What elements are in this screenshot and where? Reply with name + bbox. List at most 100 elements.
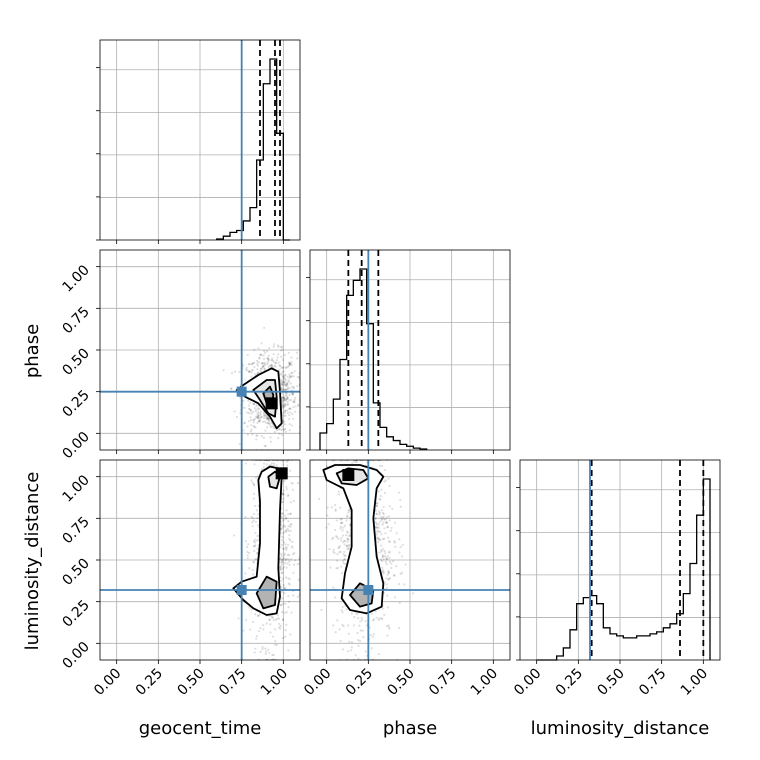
scatter-point-1-466 xyxy=(262,465,265,469)
scatter-point-0-734 xyxy=(282,375,285,378)
scatter-point-1-100 xyxy=(279,557,282,560)
scatter-point-2-505 xyxy=(384,479,387,482)
scatter-point-2-45 xyxy=(347,650,350,653)
scatter-point-0-520 xyxy=(283,423,287,426)
scatter-point-0-830 xyxy=(286,396,289,399)
scatter-point-0-789 xyxy=(267,417,270,420)
ytick-label-phase-0: 0.00 xyxy=(59,429,92,462)
scatter-point-0-21 xyxy=(264,429,267,432)
scatter-point-1-477 xyxy=(284,558,287,561)
scatter-point-2-441 xyxy=(380,509,383,512)
scatter-point-0-815 xyxy=(286,388,289,391)
scatter-point-2-150 xyxy=(381,464,384,468)
scatter-point-0-720 xyxy=(249,430,252,433)
scatter-point-0-240 xyxy=(249,408,252,412)
scatter-point-1-298 xyxy=(284,530,287,534)
scatter-point-0-532 xyxy=(284,404,287,408)
scatter-point-0-418 xyxy=(233,410,236,413)
scatter-point-2-831 xyxy=(384,532,387,535)
scatter-point-1-490 xyxy=(279,627,282,630)
scatter-point-0-439 xyxy=(260,367,263,370)
scatter-point-2-240 xyxy=(332,548,335,551)
scatter-point-2-246 xyxy=(346,514,349,517)
scatter-point-2-299 xyxy=(393,540,396,543)
scatter-point-1-721 xyxy=(285,548,288,551)
scatter-point-0-578 xyxy=(264,413,267,416)
scatter-point-0-559 xyxy=(247,363,250,366)
scatter-point-1-158 xyxy=(281,618,285,621)
scatter-point-1-24 xyxy=(287,606,290,609)
scatter-point-2-584 xyxy=(342,553,345,556)
scatter-point-1-560 xyxy=(271,616,275,619)
scatter-point-2-398 xyxy=(411,592,414,595)
scatter-point-0-636 xyxy=(247,370,251,373)
scatter-point-2-897 xyxy=(339,539,343,542)
scatter-point-2-794 xyxy=(378,511,382,515)
ytick-label-phase-2: 0.50 xyxy=(59,346,92,379)
scatter-point-2-127 xyxy=(360,618,364,621)
scatter-point-2-827 xyxy=(343,543,346,546)
scatter-point-2-670 xyxy=(375,522,378,525)
scatter-point-1-165 xyxy=(260,467,264,471)
scatter-point-2-224 xyxy=(334,596,337,599)
scatter-point-2-765 xyxy=(341,648,344,651)
pair-geocent-time-luminosity-distance xyxy=(232,460,300,660)
scatter-point-1-151 xyxy=(265,622,268,625)
scatter-point-0-729 xyxy=(254,409,257,413)
scatter-point-2-648 xyxy=(343,558,346,561)
scatter-point-2-473 xyxy=(346,515,349,518)
scatter-point-0-713 xyxy=(265,416,269,419)
scatter-point-0-637 xyxy=(263,367,266,370)
scatter-point-0-899 xyxy=(283,414,286,418)
scatter-point-2-88 xyxy=(378,464,381,468)
scatter-point-2-608 xyxy=(329,566,332,569)
scatter-point-0-72 xyxy=(260,342,263,345)
scatter-point-0-308 xyxy=(272,345,275,348)
scatter-point-0-866 xyxy=(256,359,259,363)
scatter-point-0-104 xyxy=(283,376,286,379)
scatter-point-0-831 xyxy=(280,372,283,375)
scatter-point-2-452 xyxy=(388,556,391,560)
scatter-point-2-302 xyxy=(377,490,380,493)
scatter-point-0-61 xyxy=(280,366,283,369)
scatter-point-0-402 xyxy=(278,368,281,372)
scatter-point-2-751 xyxy=(326,506,329,509)
scatter-point-0-648 xyxy=(250,424,253,427)
scatter-point-0-471 xyxy=(257,420,260,423)
scatter-point-2-61 xyxy=(398,491,401,494)
scatter-point-2-593 xyxy=(385,521,388,524)
scatter-point-1-523 xyxy=(285,558,289,561)
scatter-point-0-506 xyxy=(249,418,253,422)
scatter-point-2-387 xyxy=(399,505,402,508)
scatter-point-2-409 xyxy=(374,509,378,512)
scatter-point-2-378 xyxy=(343,555,346,558)
scatter-point-1-863 xyxy=(285,529,288,532)
scatter-point-0-627 xyxy=(274,365,277,368)
scatter-point-2-326 xyxy=(338,545,342,548)
scatter-point-0-85 xyxy=(284,399,288,402)
scatter-point-2-310 xyxy=(370,647,373,650)
scatter-point-0-322 xyxy=(272,353,275,356)
scatter-point-1-580 xyxy=(287,649,290,652)
scatter-point-1-661 xyxy=(282,497,285,500)
scatter-point-1-104 xyxy=(253,545,256,548)
scatter-point-0-670 xyxy=(263,368,266,371)
truth-marker-1 xyxy=(236,585,247,595)
scatter-point-0-704 xyxy=(246,425,249,428)
scatter-point-1-652 xyxy=(289,512,292,516)
scatter-point-0-829 xyxy=(262,436,265,439)
scatter-point-1-616 xyxy=(280,563,283,566)
scatter-point-2-147 xyxy=(374,521,377,524)
scatter-point-0-194 xyxy=(279,346,282,349)
scatter-point-2-528 xyxy=(334,528,337,532)
scatter-point-0-392 xyxy=(280,386,283,389)
scatter-point-0-287 xyxy=(281,348,284,351)
scatter-point-1-276 xyxy=(281,571,284,574)
scatter-point-2-571 xyxy=(395,565,398,568)
scatter-point-0-861 xyxy=(261,420,265,423)
scatter-point-0-260 xyxy=(292,375,295,378)
scatter-point-0-71 xyxy=(283,411,287,414)
scatter-point-1-656 xyxy=(246,557,249,560)
scatter-point-2-163 xyxy=(391,507,394,510)
scatter-point-0-560 xyxy=(286,385,289,388)
